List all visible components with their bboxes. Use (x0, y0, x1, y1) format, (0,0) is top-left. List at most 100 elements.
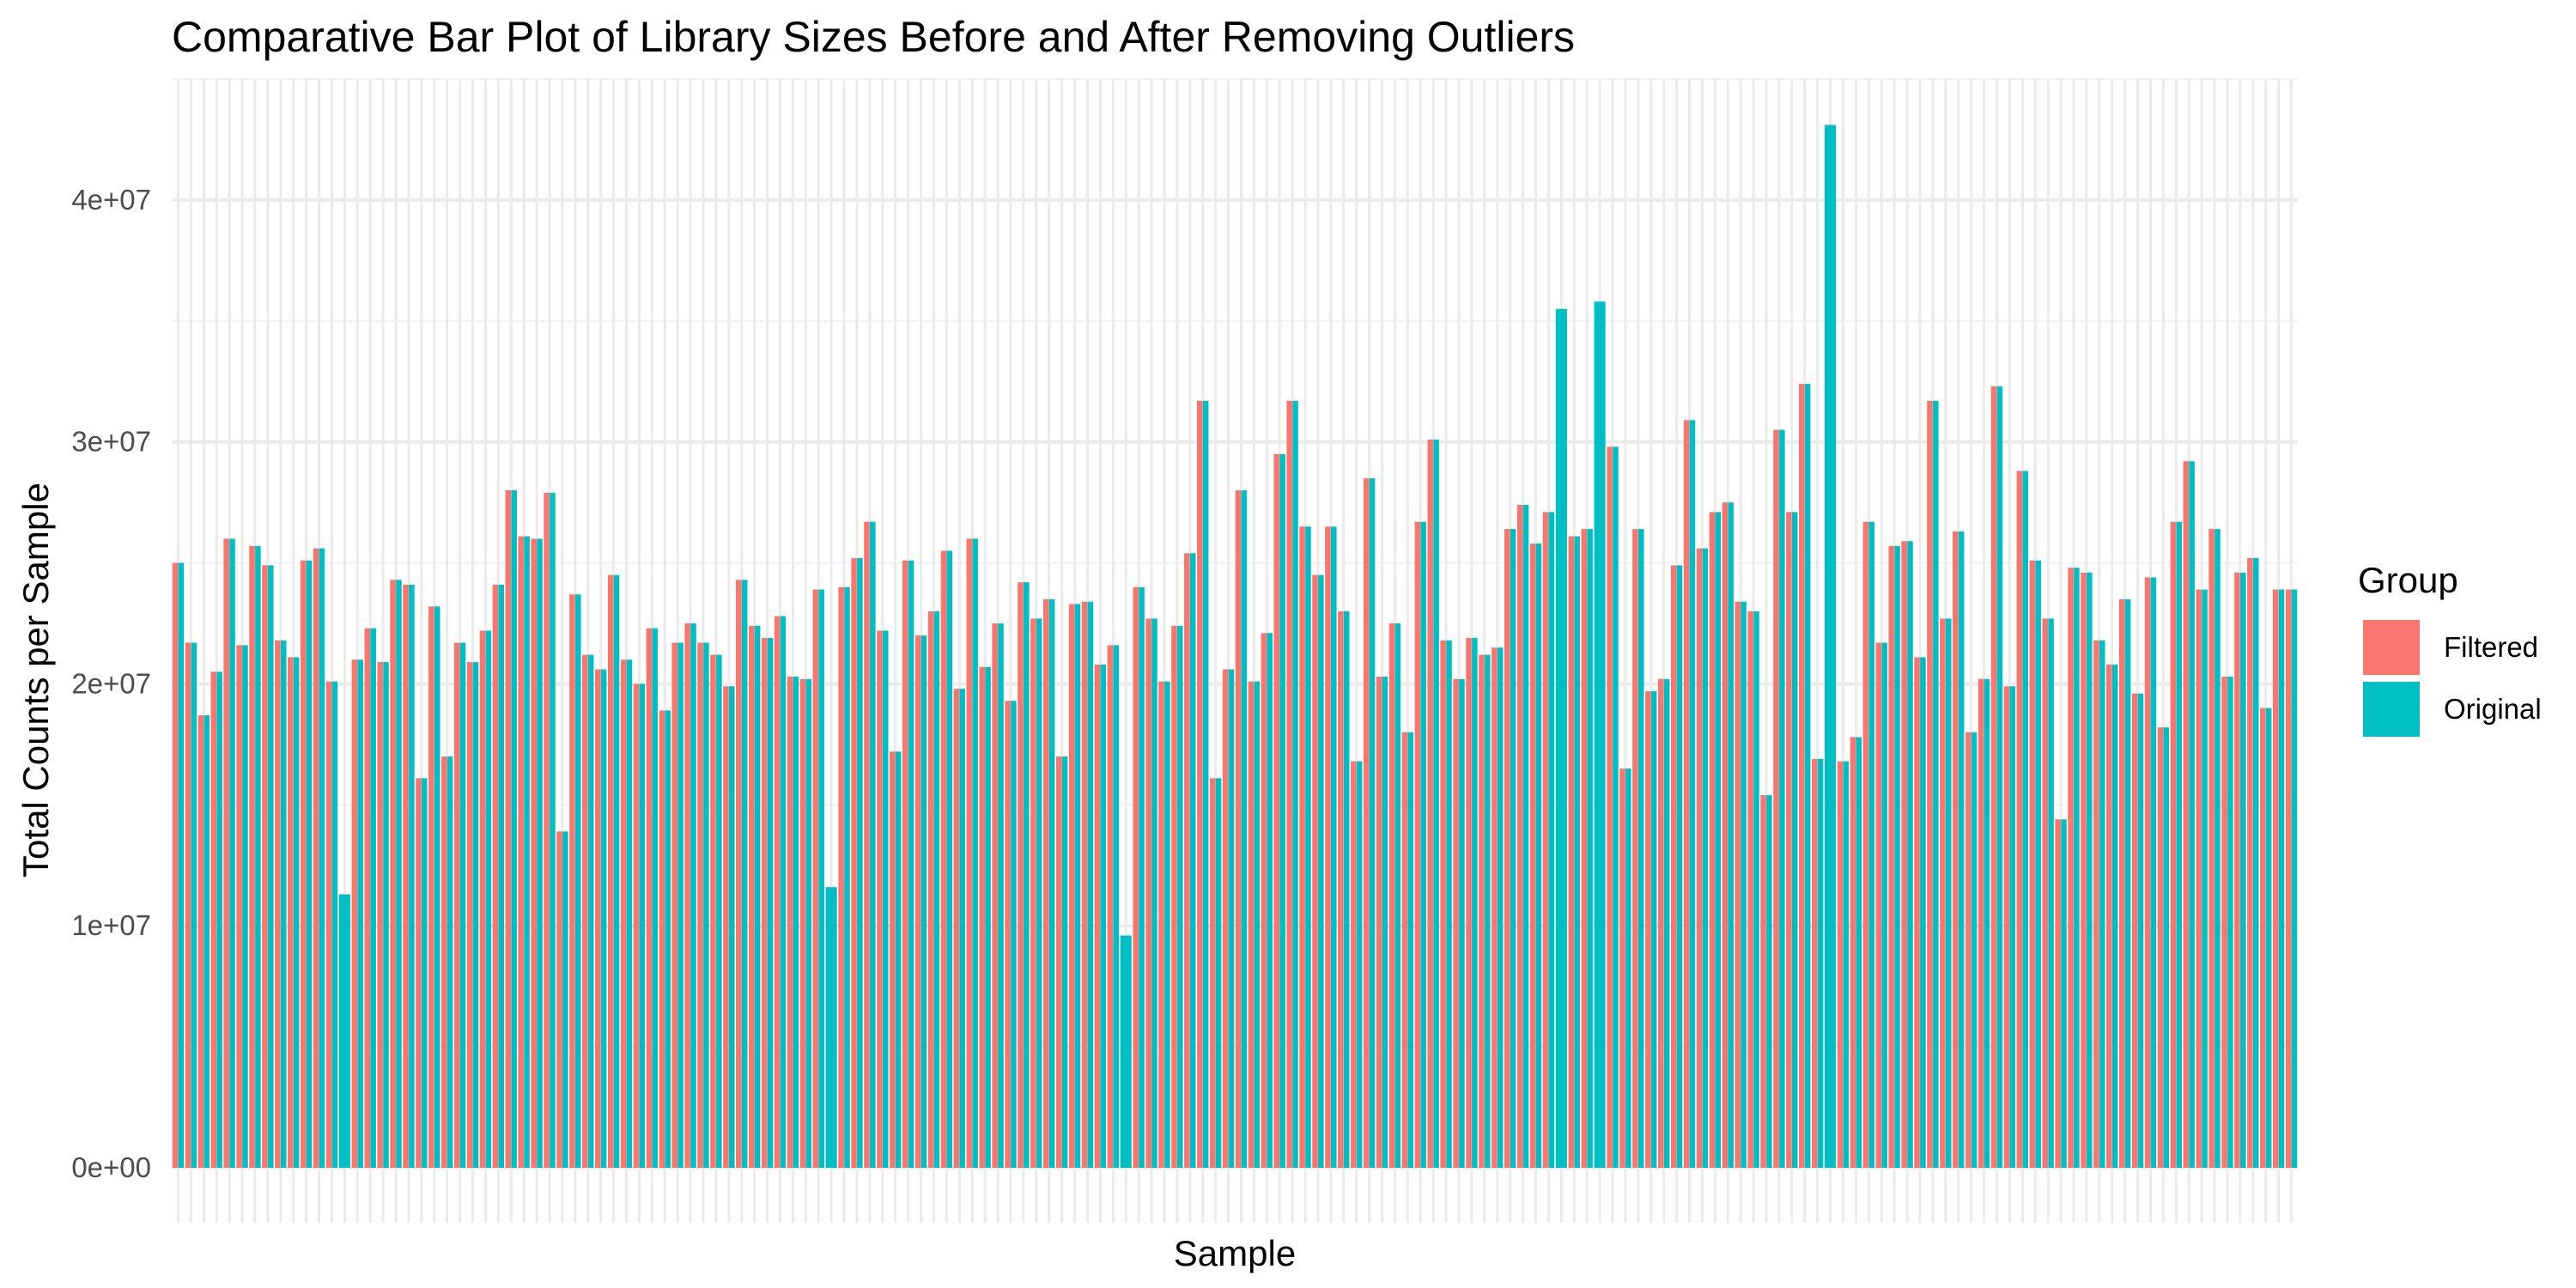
bar-original (1202, 400, 1209, 1169)
bar-filtered (1414, 521, 1421, 1168)
bar-filtered (2003, 686, 2010, 1168)
bar-filtered (275, 640, 281, 1168)
bar-original (485, 630, 492, 1168)
bar-original (1689, 420, 1696, 1169)
bar-filtered (2144, 577, 2151, 1168)
bar-original (242, 645, 248, 1168)
bar-filtered (1850, 737, 1856, 1168)
bar-original (524, 536, 530, 1168)
bar-filtered (2068, 568, 2074, 1168)
bar-filtered (403, 584, 409, 1168)
bar-filtered (1657, 678, 1664, 1168)
bar-original (1407, 732, 1414, 1168)
bar-filtered (2029, 560, 2036, 1168)
bar-original (1996, 386, 2003, 1168)
bar-original (1356, 761, 1363, 1168)
bar-filtered (851, 557, 857, 1168)
axis-layer: 0e+00 1e+07 2e+07 3e+07 4e+07 (71, 184, 151, 1183)
bar-filtered (774, 616, 781, 1168)
bar-original (2265, 708, 2272, 1168)
y-tick-label: 4e+07 (71, 184, 151, 216)
bar-original (2227, 676, 2233, 1168)
bar-original (2189, 461, 2195, 1168)
bar-original (2163, 727, 2170, 1168)
bar-original (1241, 490, 1248, 1168)
bar-filtered (466, 662, 473, 1168)
bar-filtered (1978, 678, 1984, 1168)
bar-filtered (2259, 708, 2266, 1168)
bar-original (1548, 512, 1555, 1168)
bar-original (1087, 601, 1094, 1168)
bar-original (1728, 502, 1734, 1168)
bar-filtered (1350, 761, 1357, 1168)
bar-original (1594, 301, 1606, 1168)
bar-original (703, 642, 709, 1168)
bar-filtered (966, 538, 973, 1168)
bar-original (191, 642, 197, 1168)
bar-original (652, 628, 659, 1168)
bar-filtered (2093, 640, 2099, 1168)
bar-filtered (544, 492, 550, 1168)
bar-original (1164, 681, 1170, 1168)
bar-original (1189, 553, 1196, 1168)
bar-original (2240, 572, 2246, 1168)
bar-original (1074, 604, 1081, 1168)
bar-original (1177, 625, 1183, 1168)
grid-layer (172, 78, 2298, 1223)
bar-original (1433, 439, 1439, 1168)
bar-original (331, 681, 338, 1168)
bar-filtered (1261, 633, 1267, 1168)
bar-original (472, 662, 479, 1168)
bar-filtered (1479, 654, 1485, 1168)
bar-original (1920, 657, 1926, 1168)
bar-filtered (1990, 386, 1997, 1168)
bar-filtered (607, 574, 614, 1168)
bar-filtered (1953, 531, 1959, 1168)
bar-original (1779, 429, 1785, 1169)
bar-original (1637, 529, 1644, 1168)
bar-original (690, 623, 696, 1168)
bar-filtered (659, 710, 665, 1168)
bar-filtered (671, 642, 678, 1168)
bar-original (1907, 541, 1913, 1168)
bar-original (1933, 400, 1939, 1169)
bar-original (600, 669, 607, 1168)
bar-original (998, 623, 1004, 1168)
bar-filtered (1786, 512, 1792, 1168)
bar-original (2048, 618, 2054, 1168)
bar-original (2150, 577, 2157, 1168)
bar-filtered (1645, 690, 1651, 1168)
bar-original (1868, 521, 1875, 1168)
bar-filtered (2042, 618, 2048, 1168)
bar-filtered (723, 686, 729, 1168)
bar-filtered (1222, 669, 1229, 1168)
bar-original (370, 628, 376, 1168)
bar-original (2124, 598, 2131, 1168)
bar-original (268, 565, 274, 1168)
bar-filtered (1888, 545, 1895, 1168)
bar-filtered (1325, 526, 1331, 1168)
bar-original (1420, 521, 1426, 1168)
bar-original (1036, 618, 1042, 1168)
bar-filtered (1811, 758, 1818, 1168)
bar-filtered (1619, 769, 1625, 1168)
bar-filtered (440, 756, 447, 1168)
bar-original (447, 756, 453, 1168)
bar-filtered (1542, 512, 1549, 1168)
bar-filtered (582, 654, 588, 1168)
bar-original (409, 584, 415, 1168)
bar-original (306, 560, 313, 1168)
bar-original (498, 584, 505, 1168)
bar-filtered (505, 490, 512, 1168)
y-tick-label: 3e+07 (71, 426, 151, 458)
bar-filtered (1683, 420, 1690, 1169)
bar-filtered (390, 580, 396, 1168)
legend-items: Filtered Original (2363, 620, 2542, 737)
bar-original (1613, 447, 1619, 1168)
bar-original (511, 490, 517, 1168)
bar-original (1984, 678, 1990, 1168)
bar-filtered (556, 831, 562, 1168)
bar-original (805, 678, 812, 1168)
bar-filtered (761, 637, 768, 1168)
